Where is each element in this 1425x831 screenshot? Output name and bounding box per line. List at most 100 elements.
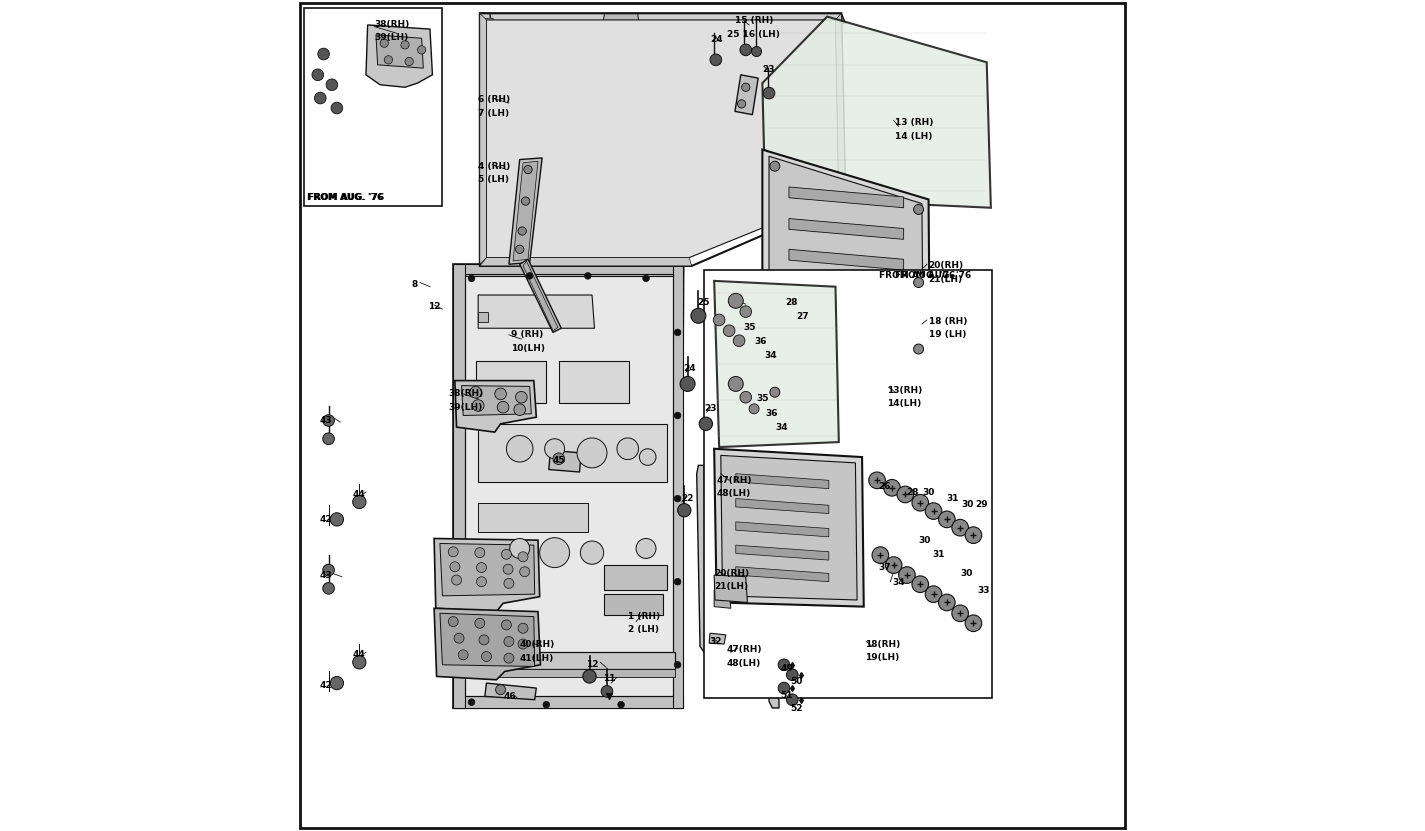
Text: 18(RH): 18(RH) <box>865 640 899 648</box>
Circle shape <box>939 511 955 528</box>
Circle shape <box>331 102 342 114</box>
Text: 40(RH): 40(RH) <box>520 641 554 649</box>
Polygon shape <box>520 259 561 332</box>
Circle shape <box>741 83 750 91</box>
Text: 43: 43 <box>319 571 332 579</box>
Text: 50: 50 <box>791 677 804 686</box>
Circle shape <box>884 479 901 496</box>
Circle shape <box>450 562 460 572</box>
Text: 25 16 (LH): 25 16 (LH) <box>727 31 779 39</box>
Circle shape <box>674 495 681 502</box>
Circle shape <box>504 637 514 647</box>
Text: 5 (LH): 5 (LH) <box>479 175 509 184</box>
Circle shape <box>459 650 469 660</box>
Polygon shape <box>735 545 829 560</box>
Polygon shape <box>789 187 903 208</box>
Circle shape <box>526 273 533 279</box>
Circle shape <box>540 538 570 568</box>
Circle shape <box>322 564 335 576</box>
Circle shape <box>476 563 486 573</box>
Circle shape <box>740 306 751 317</box>
Polygon shape <box>376 35 423 68</box>
Circle shape <box>728 293 744 308</box>
Circle shape <box>740 44 751 56</box>
Circle shape <box>728 376 744 391</box>
Circle shape <box>476 577 486 587</box>
Text: 25: 25 <box>698 298 710 307</box>
Text: 12: 12 <box>429 302 440 311</box>
Text: 30: 30 <box>922 489 935 497</box>
Polygon shape <box>480 258 691 266</box>
Circle shape <box>700 417 712 430</box>
Polygon shape <box>480 13 530 268</box>
Polygon shape <box>603 13 640 27</box>
Text: 44: 44 <box>352 490 365 499</box>
Circle shape <box>965 527 982 543</box>
Text: 29: 29 <box>975 500 988 509</box>
Circle shape <box>913 344 923 354</box>
Text: 15 (RH): 15 (RH) <box>735 17 774 25</box>
Circle shape <box>618 701 624 708</box>
Text: 45: 45 <box>551 456 564 465</box>
Polygon shape <box>453 264 684 276</box>
Circle shape <box>524 165 532 174</box>
Circle shape <box>519 552 529 562</box>
Circle shape <box>750 404 760 414</box>
Text: 41(LH): 41(LH) <box>520 654 554 662</box>
Text: 21(LH): 21(LH) <box>929 275 963 283</box>
Text: 42: 42 <box>319 681 332 690</box>
Circle shape <box>952 605 969 622</box>
Polygon shape <box>697 465 712 652</box>
Polygon shape <box>714 281 839 447</box>
Circle shape <box>584 273 591 279</box>
Text: 38(RH): 38(RH) <box>375 21 409 29</box>
Polygon shape <box>479 312 489 322</box>
Text: 30: 30 <box>960 569 972 578</box>
Circle shape <box>952 519 969 536</box>
Polygon shape <box>721 455 856 600</box>
Text: 20(RH): 20(RH) <box>714 569 750 578</box>
Circle shape <box>331 513 343 526</box>
Circle shape <box>787 669 798 681</box>
Text: 14(LH): 14(LH) <box>886 400 921 408</box>
Circle shape <box>740 391 751 403</box>
Circle shape <box>482 652 492 661</box>
Circle shape <box>778 659 789 671</box>
Polygon shape <box>604 594 663 615</box>
Text: 20(RH): 20(RH) <box>929 262 963 270</box>
Circle shape <box>553 453 564 465</box>
Text: 2 (LH): 2 (LH) <box>628 626 658 634</box>
Circle shape <box>787 694 798 706</box>
Circle shape <box>318 48 329 60</box>
Text: 46: 46 <box>503 692 516 701</box>
Circle shape <box>913 278 923 288</box>
Text: 1 (RH): 1 (RH) <box>628 612 660 621</box>
Circle shape <box>734 335 745 347</box>
Text: 39(LH): 39(LH) <box>449 403 483 411</box>
Circle shape <box>322 415 335 426</box>
Circle shape <box>751 47 761 57</box>
Polygon shape <box>480 13 486 264</box>
Circle shape <box>925 586 942 602</box>
Circle shape <box>640 449 656 465</box>
Circle shape <box>691 308 705 323</box>
Polygon shape <box>770 156 923 399</box>
Polygon shape <box>509 158 542 264</box>
Circle shape <box>724 325 735 337</box>
Circle shape <box>577 438 607 468</box>
Circle shape <box>899 567 915 583</box>
Circle shape <box>516 391 527 403</box>
Circle shape <box>494 388 506 400</box>
Polygon shape <box>467 652 675 669</box>
Text: 26: 26 <box>879 483 891 491</box>
Text: 34: 34 <box>765 352 778 360</box>
Text: 6 (RH): 6 (RH) <box>479 96 510 104</box>
Polygon shape <box>789 249 903 270</box>
Text: 7 (LH): 7 (LH) <box>479 109 509 117</box>
Circle shape <box>352 656 366 669</box>
Bar <box>704 270 992 698</box>
Polygon shape <box>479 503 589 532</box>
Polygon shape <box>440 543 534 596</box>
Text: 23: 23 <box>704 405 717 413</box>
Circle shape <box>896 486 913 503</box>
